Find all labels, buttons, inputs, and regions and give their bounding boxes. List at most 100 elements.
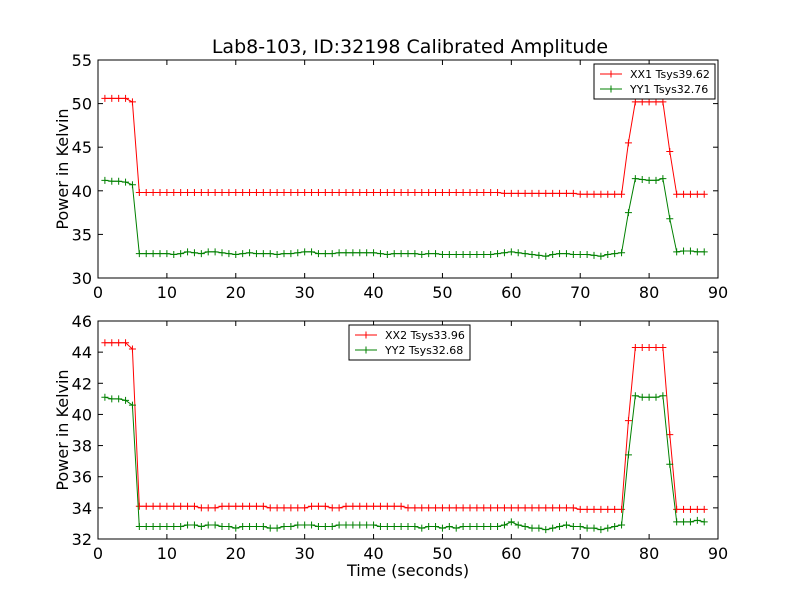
data-point-marker (294, 521, 302, 529)
x-tick-label: 20 (226, 544, 246, 563)
data-point-marker (535, 189, 543, 197)
data-point-marker (218, 523, 226, 531)
data-point-marker (335, 249, 343, 257)
data-point-marker (494, 250, 502, 258)
data-point-marker (452, 524, 460, 532)
data-point-marker (466, 523, 474, 531)
data-point-marker (356, 521, 364, 529)
data-point-marker (418, 504, 426, 512)
data-point-marker (349, 249, 357, 257)
data-point-marker (583, 524, 591, 532)
data-point-marker (693, 190, 701, 198)
data-point-marker (411, 504, 419, 512)
data-point-marker (197, 250, 205, 258)
data-point-marker (370, 502, 378, 510)
legend-marker (607, 70, 615, 78)
x-tick-label: 30 (294, 283, 314, 302)
data-point-marker (142, 523, 150, 531)
data-point-marker (583, 250, 591, 258)
data-point-marker (342, 502, 350, 510)
data-point-marker (197, 189, 205, 197)
data-point-marker (425, 504, 433, 512)
data-point-marker (535, 251, 543, 259)
y-tick-label: 40 (72, 405, 92, 424)
data-point-marker (342, 249, 350, 257)
data-point-marker (314, 502, 322, 510)
data-point-marker (521, 189, 529, 197)
y-axis-label: Power in Kelvin (53, 108, 72, 229)
data-point-marker (645, 176, 653, 184)
data-point-marker (583, 190, 591, 198)
data-point-marker (115, 94, 123, 102)
data-point-marker (659, 343, 667, 351)
data-point-marker (562, 189, 570, 197)
x-tick-label: 10 (157, 283, 177, 302)
data-point-marker (321, 189, 329, 197)
data-point-marker (404, 189, 412, 197)
data-point-marker (631, 343, 639, 351)
data-point-marker (128, 181, 136, 189)
data-point-marker (521, 504, 529, 512)
data-point-marker (521, 250, 529, 258)
data-point-marker (666, 431, 674, 439)
data-point-marker (101, 339, 109, 347)
data-point-marker (321, 502, 329, 510)
data-point-marker (432, 250, 440, 258)
data-point-marker (204, 248, 212, 256)
data-point-marker (624, 139, 632, 147)
legend-label: YY2 Tsys32.68 (384, 344, 463, 357)
data-point-marker (569, 250, 577, 258)
data-point-marker (301, 504, 309, 512)
bottom-plot: 0 10 20 30 40 50 60 70 80 90 32 34 36 38 40 42 44 46 Power… (53, 312, 728, 580)
data-point-marker (308, 248, 316, 256)
legend-box (593, 63, 716, 100)
data-point-marker (308, 189, 316, 197)
x-tick-label: 0 (93, 544, 103, 563)
data-point-marker (514, 504, 522, 512)
data-point-marker (273, 504, 281, 512)
data-point-marker (500, 249, 508, 257)
data-point-marker (638, 343, 646, 351)
data-point-marker (266, 504, 274, 512)
data-point-marker (438, 524, 446, 532)
data-point-marker (459, 250, 467, 258)
data-point-marker (218, 249, 226, 257)
data-point-marker (521, 523, 529, 531)
data-point-marker (645, 393, 653, 401)
data-point-marker (556, 250, 564, 258)
data-point-marker (411, 250, 419, 258)
y-tick-label: 38 (72, 437, 92, 456)
data-point-marker (514, 521, 522, 529)
data-point-marker (156, 250, 164, 258)
data-point-marker (618, 521, 626, 529)
data-point-marker (149, 523, 157, 531)
top-plot: 0 10 20 30 40 50 60 70 80 90 30 35 40 45 50 55 Power in … (53, 51, 728, 302)
data-point-marker (335, 504, 343, 512)
data-point-marker (383, 189, 391, 197)
data-point-marker (507, 518, 515, 526)
data-point-marker (328, 250, 336, 258)
data-point-marker (459, 523, 467, 531)
data-point-marker (638, 98, 646, 106)
data-point-marker (287, 250, 295, 258)
data-point-marker (459, 504, 467, 512)
data-point-marker (156, 189, 164, 197)
data-point-marker (349, 502, 357, 510)
data-point-marker (438, 504, 446, 512)
y-tick-label: 40 (72, 182, 92, 201)
data-point-marker (418, 250, 426, 258)
data-point-marker (218, 189, 226, 197)
data-point-marker (197, 523, 205, 531)
data-point-marker (652, 393, 660, 401)
data-point-marker (438, 189, 446, 197)
data-point-marker (480, 523, 488, 531)
y-tick-label: 45 (72, 138, 92, 157)
data-point-marker (673, 248, 681, 256)
data-point-marker (700, 248, 708, 256)
data-point-marker (314, 250, 322, 258)
data-point-marker (115, 177, 123, 185)
data-point-marker (631, 175, 639, 183)
data-point-marker (618, 249, 626, 257)
data-point-marker (390, 250, 398, 258)
data-point-marker (404, 523, 412, 531)
